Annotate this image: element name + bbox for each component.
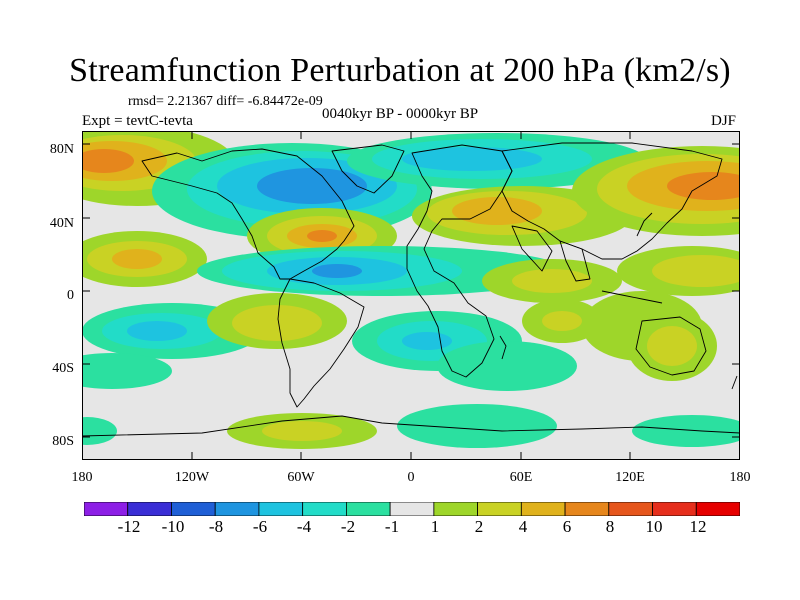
field-patch [652, 255, 740, 287]
field-patch [307, 230, 337, 242]
colorbar-label: 8 [605, 517, 615, 536]
colorbar-box [214, 501, 260, 517]
colorbar-label: 4 [518, 517, 528, 536]
colorbar-box [433, 501, 478, 517]
colorbar-label: -10 [161, 517, 185, 536]
field-patch [82, 417, 117, 445]
colorbar-box [564, 501, 610, 517]
lat-tick-80s: 80S [52, 434, 74, 449]
field-patch [262, 421, 342, 441]
colorbar-box [302, 501, 347, 517]
coastlines [82, 142, 740, 437]
colorbar-box [520, 501, 566, 517]
colorbar-box [127, 501, 172, 517]
field-patch [647, 326, 697, 366]
tick-marks [82, 131, 740, 460]
map-panel [82, 131, 740, 460]
colorbar-label: -8 [208, 517, 224, 536]
colorbar [83, 501, 741, 517]
lon-tick-60w: 60W [287, 470, 315, 485]
lon-tick-180w: 180 [71, 470, 93, 485]
field-patch [542, 311, 582, 331]
colorbar-label: -2 [340, 517, 356, 536]
field-patch [452, 197, 542, 225]
colorbar-label: 12 [689, 517, 707, 536]
field-patch [312, 264, 362, 278]
lat-tick-0: 0 [67, 288, 74, 303]
field-patch [397, 404, 557, 448]
field-patch [512, 269, 592, 293]
field-patch [232, 305, 322, 341]
colorbar-label: -1 [384, 517, 400, 536]
colorbar-svg [83, 501, 741, 517]
field-patch [112, 249, 162, 269]
lat-tick-40n: 40N [49, 216, 74, 231]
season-text: DJF [711, 113, 737, 129]
field-patch [82, 149, 134, 173]
field-patch [257, 168, 367, 204]
colorbar-label: 10 [645, 517, 663, 536]
field-patch [402, 332, 452, 350]
field-patch [632, 415, 740, 447]
colorbar-box [389, 501, 435, 517]
colorbar-label: -4 [296, 517, 312, 536]
experiment-text: Expt = tevtC-tevta [82, 113, 193, 129]
colorbar-box [608, 501, 653, 517]
colorbar-label: 1 [430, 517, 440, 536]
colorbar-box [477, 501, 522, 517]
field-patch [402, 147, 542, 171]
colorbar-box [652, 501, 697, 517]
colorbar-label: -6 [252, 517, 268, 536]
lat-tick-80n: 80N [49, 142, 74, 157]
field-patch [667, 172, 740, 200]
colorbar-label: -12 [117, 517, 141, 536]
colorbar-box [695, 501, 741, 517]
field-patch [127, 321, 187, 341]
lat-tick-40s: 40S [52, 361, 74, 376]
lon-tick-0: 0 [407, 470, 415, 485]
map-svg [82, 131, 740, 460]
colorbar-box [83, 501, 129, 517]
colorbar-label: 2 [474, 517, 484, 536]
lon-tick-60e: 60E [509, 470, 533, 485]
lon-tick-120w: 120W [174, 470, 210, 485]
field-patch [82, 353, 172, 389]
chart-title: Streamfunction Perturbation at 200 hPa (… [69, 52, 731, 89]
lon-tick-180e: 180 [729, 470, 751, 485]
colorbar-box [345, 501, 391, 517]
stats-text: rmsd= 2.21367 diff= -6.84472e-09 [128, 94, 323, 109]
lon-tick-120e: 120E [615, 470, 645, 485]
period-text: 0040kyr BP - 0000kyr BP [322, 106, 479, 122]
colorbar-box [258, 501, 304, 517]
field-patch [437, 341, 577, 391]
colorbar-label: 6 [562, 517, 572, 536]
colorbar-box [171, 501, 216, 517]
